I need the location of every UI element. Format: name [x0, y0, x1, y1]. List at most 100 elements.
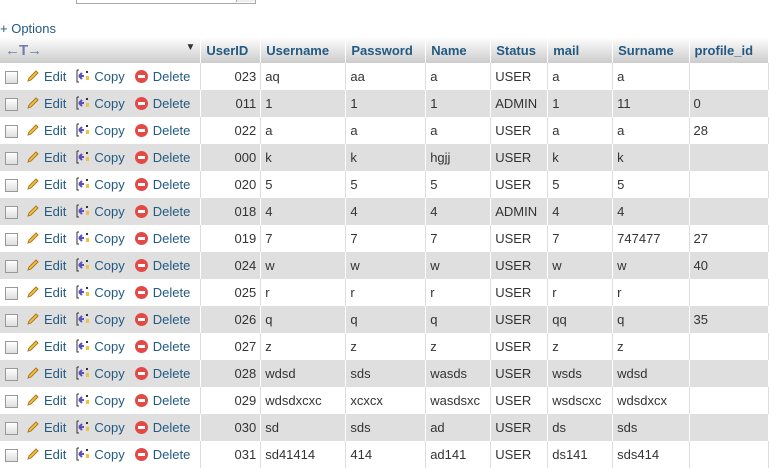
cell-profile_id[interactable] [689, 279, 769, 306]
row-checkbox[interactable] [5, 449, 18, 463]
row-checkbox[interactable] [5, 422, 18, 436]
cell-password[interactable]: 5 [345, 171, 427, 198]
cell-userid[interactable]: 011 [200, 90, 262, 117]
row-checkbox[interactable] [5, 233, 18, 247]
cell-profile_id[interactable] [689, 144, 769, 171]
column-header-name[interactable]: Name [425, 37, 492, 63]
delete-button[interactable]: Delete [134, 366, 190, 381]
cell-username[interactable]: 5 [260, 171, 347, 198]
cell-status[interactable]: ADMIN [490, 90, 549, 117]
row-checkbox[interactable] [5, 260, 18, 274]
cell-status[interactable]: USER [490, 414, 549, 441]
cell-status[interactable]: USER [490, 63, 549, 90]
cell-userid[interactable]: 023 [200, 63, 262, 90]
column-header-surname[interactable]: Surname [612, 37, 690, 63]
cell-name[interactable]: a [425, 117, 492, 144]
edit-button[interactable]: Edit [26, 420, 66, 435]
cell-password[interactable]: r [345, 279, 427, 306]
cell-username[interactable]: 1 [260, 90, 347, 117]
cell-surname[interactable]: 747477 [612, 225, 690, 252]
edit-button[interactable]: Edit [26, 393, 66, 408]
row-checkbox[interactable] [5, 179, 18, 193]
cell-name[interactable]: hgjj [425, 144, 492, 171]
cell-userid[interactable]: 030 [200, 414, 262, 441]
cell-status[interactable]: USER [490, 144, 549, 171]
cell-profile_id[interactable] [689, 171, 769, 198]
cell-surname[interactable]: a [612, 63, 690, 90]
column-header-username[interactable]: Username [260, 37, 347, 63]
column-header-password[interactable]: Password [345, 37, 427, 63]
copy-button[interactable]: Copy [76, 204, 125, 219]
copy-button[interactable]: Copy [76, 366, 125, 381]
cell-status[interactable]: ADMIN [490, 198, 549, 225]
cell-userid[interactable]: 029 [200, 387, 262, 414]
cell-profile_id[interactable] [689, 333, 769, 360]
row-checkbox[interactable] [5, 287, 18, 301]
copy-button[interactable]: Copy [76, 231, 125, 246]
sort-dropdown-icon[interactable]: ▼ [185, 41, 196, 53]
cell-name[interactable]: z [425, 333, 492, 360]
delete-button[interactable]: Delete [134, 123, 190, 138]
row-checkbox[interactable] [5, 368, 18, 382]
cell-username[interactable]: k [260, 144, 347, 171]
cell-name[interactable]: ad [425, 414, 492, 441]
cell-mail[interactable]: 5 [547, 171, 614, 198]
column-header-mail[interactable]: mail [547, 37, 614, 63]
cell-profile_id[interactable]: 28 [689, 117, 769, 144]
cell-password[interactable]: k [345, 144, 427, 171]
delete-button[interactable]: Delete [134, 258, 190, 273]
copy-button[interactable]: Copy [76, 69, 125, 84]
cell-name[interactable]: a [425, 63, 492, 90]
cell-profile_id[interactable]: 27 [689, 225, 769, 252]
cell-surname[interactable]: sds [612, 414, 690, 441]
edit-button[interactable]: Edit [26, 231, 66, 246]
column-header-profile_id[interactable]: profile_id [689, 37, 769, 63]
cell-surname[interactable]: 11 [612, 90, 690, 117]
cell-surname[interactable]: k [612, 144, 690, 171]
cell-mail[interactable]: wsds [547, 360, 614, 387]
cell-profile_id[interactable] [689, 198, 769, 225]
cell-name[interactable]: wasdsxc [425, 387, 492, 414]
edit-button[interactable]: Edit [26, 447, 66, 462]
cell-name[interactable]: 4 [425, 198, 492, 225]
cell-password[interactable]: q [345, 306, 427, 333]
cell-profile_id[interactable]: 0 [689, 90, 769, 117]
cell-profile_id[interactable] [689, 387, 769, 414]
cell-profile_id[interactable]: 35 [689, 306, 769, 333]
delete-button[interactable]: Delete [134, 177, 190, 192]
column-resize-header[interactable]: ←T→ ▼ [0, 37, 202, 63]
cell-mail[interactable]: 7 [547, 225, 614, 252]
edit-button[interactable]: Edit [26, 123, 66, 138]
cell-password[interactable]: aa [345, 63, 427, 90]
delete-button[interactable]: Delete [134, 447, 190, 462]
edit-button[interactable]: Edit [26, 285, 66, 300]
delete-button[interactable]: Delete [134, 150, 190, 165]
cell-userid[interactable]: 024 [200, 252, 262, 279]
cell-mail[interactable]: r [547, 279, 614, 306]
cell-name[interactable]: 1 [425, 90, 492, 117]
delete-button[interactable]: Delete [134, 393, 190, 408]
edit-button[interactable]: Edit [26, 150, 66, 165]
cell-surname[interactable]: wdsdxcx [612, 387, 690, 414]
cell-name[interactable]: wasds [425, 360, 492, 387]
cell-name[interactable]: q [425, 306, 492, 333]
cell-password[interactable]: a [345, 117, 427, 144]
edit-button[interactable]: Edit [26, 69, 66, 84]
cell-profile_id[interactable] [689, 414, 769, 441]
cell-password[interactable]: sds [345, 414, 427, 441]
cell-mail[interactable]: qq [547, 306, 614, 333]
cell-status[interactable]: USER [490, 279, 549, 306]
row-checkbox[interactable] [5, 71, 18, 85]
copy-button[interactable]: Copy [76, 123, 125, 138]
delete-button[interactable]: Delete [134, 204, 190, 219]
cell-status[interactable]: USER [490, 225, 549, 252]
copy-button[interactable]: Copy [76, 150, 125, 165]
cell-mail[interactable]: wsdscxc [547, 387, 614, 414]
edit-button[interactable]: Edit [26, 258, 66, 273]
delete-button[interactable]: Delete [134, 69, 190, 84]
cell-name[interactable]: 7 [425, 225, 492, 252]
cell-name[interactable]: r [425, 279, 492, 306]
row-checkbox[interactable] [5, 98, 18, 112]
cell-username[interactable]: a [260, 117, 347, 144]
cell-username[interactable]: 7 [260, 225, 347, 252]
